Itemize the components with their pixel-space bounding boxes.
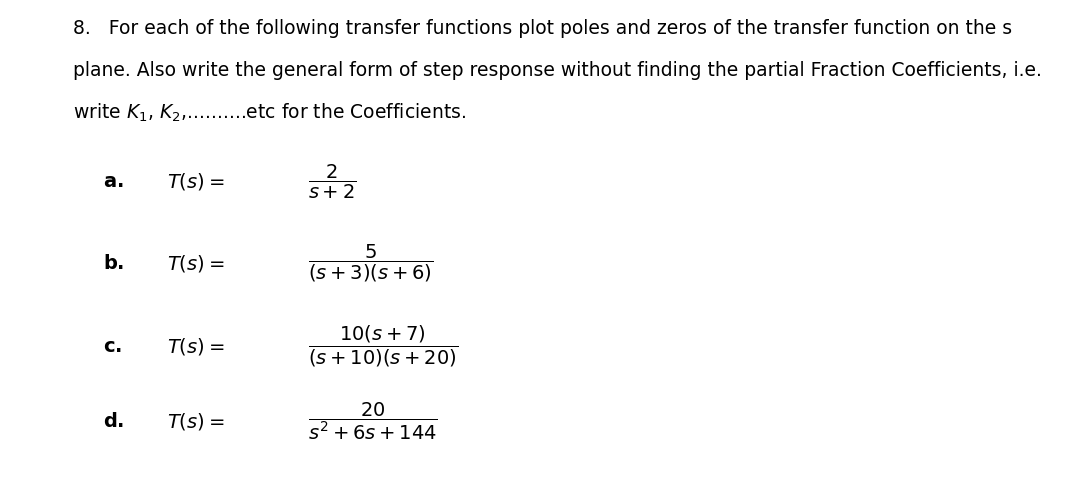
Text: plane. Also write the general form of step response without finding the partial : plane. Also write the general form of st… [73,60,1042,79]
Text: $T(s) =$: $T(s) =$ [167,171,225,192]
Text: $\mathbf{a.}$: $\mathbf{a.}$ [103,172,123,191]
Text: $\dfrac{10(s+7)}{(s+10)(s+20)}$: $\dfrac{10(s+7)}{(s+10)(s+20)}$ [308,323,458,369]
Text: $T(s) =$: $T(s) =$ [167,253,225,274]
Text: $\mathbf{c.}$: $\mathbf{c.}$ [103,336,122,356]
Text: $\dfrac{20}{s^2+6s+144}$: $\dfrac{20}{s^2+6s+144}$ [308,400,437,442]
Text: $\mathbf{b.}$: $\mathbf{b.}$ [103,254,124,273]
Text: $T(s) =$: $T(s) =$ [167,410,225,432]
Text: $\dfrac{2}{s+2}$: $\dfrac{2}{s+2}$ [308,163,356,200]
Text: $\dfrac{5}{(s+3)(s+6)}$: $\dfrac{5}{(s+3)(s+6)}$ [308,243,433,284]
Text: 8.   For each of the following transfer functions plot poles and zeros of the tr: 8. For each of the following transfer fu… [73,19,1013,38]
Text: $T(s) =$: $T(s) =$ [167,335,225,357]
Text: $\mathbf{d.}$: $\mathbf{d.}$ [103,411,124,431]
Text: write $K_1$, $K_2$,..........etc for the Coefficients.: write $K_1$, $K_2$,..........etc for the… [73,102,467,124]
